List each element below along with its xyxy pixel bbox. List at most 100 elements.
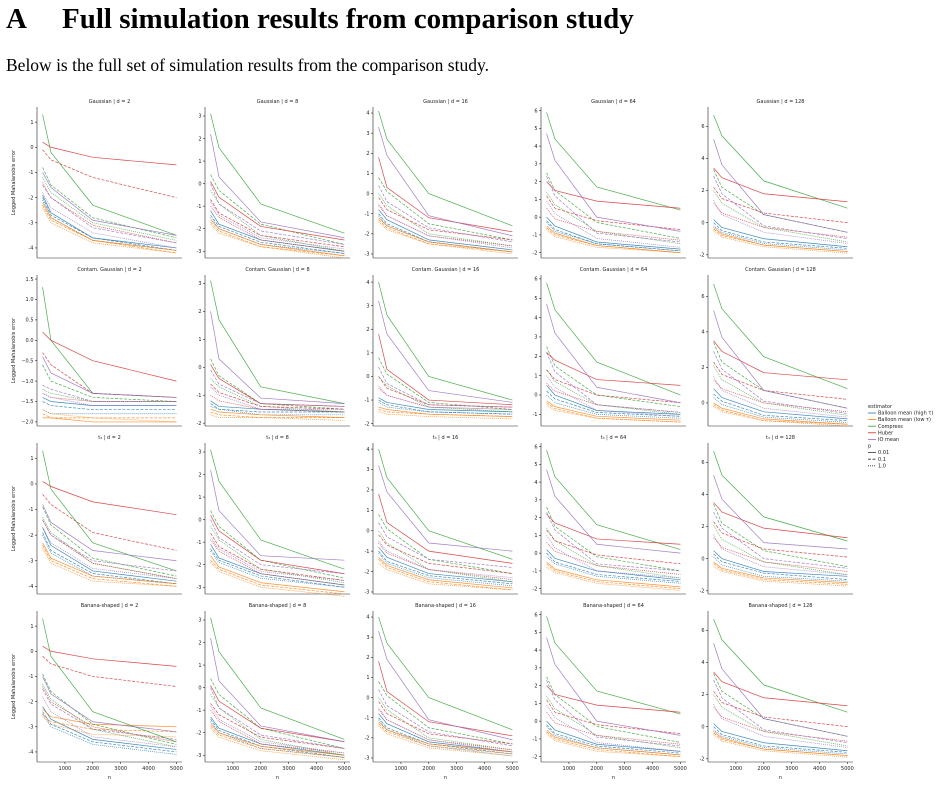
series-line (713, 734, 848, 758)
y-tick-label: 3 (198, 450, 201, 456)
series-line (210, 544, 345, 586)
x-tick-label: 4000 (646, 766, 659, 772)
subplot: t₃ | d = 128 -2 0 2 4 6 (700, 435, 853, 594)
series-line (378, 530, 513, 583)
series-line (713, 511, 848, 569)
series-line (42, 532, 177, 585)
series-line (210, 219, 345, 257)
y-tick-label: -2 (700, 252, 705, 258)
subplot: Contam. Gaussian | d = 2 −2.0 −1.5 −1.0 −0.5… (11, 267, 182, 427)
y-tick-label: 0 (534, 719, 537, 725)
y-tick-label: 1 (534, 197, 537, 203)
series-line (42, 172, 177, 236)
series-line (378, 719, 513, 757)
series-line (42, 676, 177, 733)
legend-label: Balloon mean (high τ) (878, 411, 933, 417)
series-line (378, 281, 513, 401)
series-line (546, 726, 681, 756)
series-line (546, 390, 681, 417)
y-tick-label: 0 (534, 393, 537, 399)
series-line (713, 199, 848, 244)
series-line (42, 202, 177, 251)
series-line (378, 550, 513, 585)
y-tick-label: 1 (198, 159, 201, 165)
series-line (546, 400, 681, 421)
subplot-title: Banana-shaped | d = 16 (415, 603, 476, 609)
y-axis-label: Logged Mahalanobis error (11, 317, 17, 383)
series-line (378, 721, 513, 753)
series-line (713, 450, 848, 542)
y-tick-label: -4 (29, 584, 34, 590)
series-line (210, 718, 345, 758)
series-line (210, 199, 345, 248)
series-line (378, 563, 513, 591)
series-line (42, 384, 177, 402)
series-line (42, 352, 177, 398)
series-line (546, 369, 681, 415)
subplot: t₃ | d = 8 -3 -2 -1 0 1 2 3 (197, 435, 350, 597)
y-tick-label: -1 (29, 170, 34, 176)
subplot-title: Gaussian | d = 128 (757, 99, 805, 105)
series-line (546, 404, 681, 423)
y-tick-label: 2 (534, 179, 537, 185)
series-line (546, 352, 681, 386)
series-line (378, 713, 513, 753)
series-line (378, 717, 513, 755)
series-line (713, 310, 848, 409)
series-line (713, 283, 848, 390)
series-line (210, 133, 345, 239)
series-line (378, 631, 513, 741)
y-tick-label: 3 (534, 335, 537, 341)
y-tick-label: 2 (366, 655, 369, 661)
subplot-title: Banana-shaped | d = 128 (749, 603, 813, 609)
y-tick-label: 0.5 (26, 318, 34, 324)
y-tick-label: -1 (533, 737, 538, 743)
y-tick-label: 0 (30, 482, 33, 488)
series-line (378, 534, 513, 574)
legend-label: 0.1 (878, 457, 886, 463)
series-line (546, 699, 681, 734)
series-line (713, 556, 848, 582)
y-tick-label: 4 (366, 447, 369, 453)
series-line (546, 542, 681, 575)
y-tick-label: -2 (533, 754, 538, 760)
series-line (378, 514, 513, 574)
series-line (210, 703, 345, 749)
y-tick-label: 1 (30, 120, 33, 126)
series-line (42, 417, 177, 423)
series-line (713, 503, 848, 568)
series-line (42, 182, 177, 244)
y-tick-label: 2 (366, 327, 369, 333)
y-tick-label: -1 (29, 507, 34, 513)
y-tick-label: 5 (534, 126, 537, 132)
series-line (546, 556, 681, 584)
series-line (378, 177, 513, 241)
series-line (42, 618, 177, 743)
series-line (210, 514, 345, 575)
paragraph: Below is the full set of simulation resu… (6, 55, 489, 75)
y-tick-label: 3 (366, 131, 369, 137)
y-tick-label: 4 (534, 144, 537, 150)
series-line (713, 694, 848, 747)
series-line (210, 280, 345, 404)
x-tick-label: 3000 (618, 766, 631, 772)
series-line (42, 401, 177, 411)
x-tick-label: 5000 (506, 766, 519, 772)
series-line (42, 177, 177, 241)
y-tick-label: 1 (534, 701, 537, 707)
series-line (42, 199, 177, 251)
series-line (210, 678, 345, 749)
series-line (713, 521, 848, 558)
y-tick-label: -2 (197, 421, 202, 427)
series-line (713, 219, 848, 248)
subplot: Contam. Gaussian | d = 16 -2 -1 0 1 2 3 4 (365, 267, 518, 427)
series-line (210, 469, 345, 561)
y-tick-label: -1 (365, 549, 370, 555)
series-line (713, 534, 848, 576)
series-line (713, 376, 848, 418)
series-line (210, 716, 345, 756)
series-line (378, 333, 513, 406)
y-tick-label: 0 (366, 191, 369, 197)
series-line (42, 364, 177, 402)
series-line (210, 727, 345, 761)
